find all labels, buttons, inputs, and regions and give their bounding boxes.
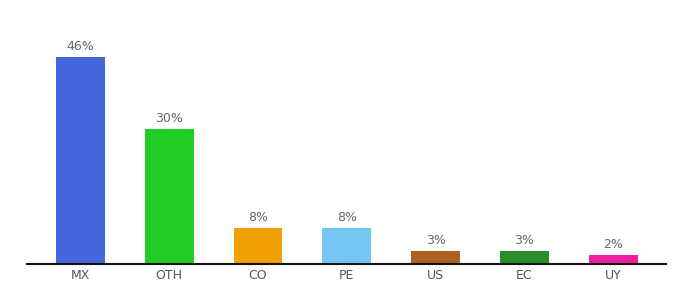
Bar <box>411 250 460 264</box>
Text: 8%: 8% <box>248 212 268 224</box>
Bar <box>56 57 105 264</box>
Text: 3%: 3% <box>426 234 445 247</box>
Bar <box>500 250 549 264</box>
Bar <box>589 255 638 264</box>
Text: 8%: 8% <box>337 212 357 224</box>
Text: 3%: 3% <box>514 234 534 247</box>
Text: 46%: 46% <box>67 40 95 53</box>
Bar <box>145 129 194 264</box>
Bar <box>234 228 282 264</box>
Text: 30%: 30% <box>155 112 183 125</box>
Text: 2%: 2% <box>603 238 623 251</box>
Bar <box>322 228 371 264</box>
